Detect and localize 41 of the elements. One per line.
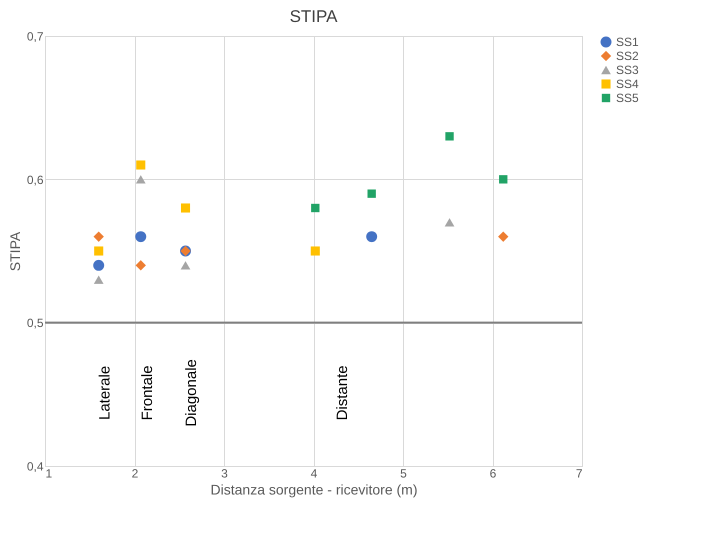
point [136, 175, 146, 184]
point [180, 203, 190, 213]
annotation: Laterale [96, 366, 114, 420]
y-tick-label: 0,7 [26, 30, 44, 44]
point [136, 260, 146, 271]
point [367, 189, 376, 198]
x-tick-label: 7 [576, 466, 583, 480]
point [445, 132, 454, 141]
point [136, 160, 146, 170]
point [366, 231, 378, 242]
point [499, 175, 508, 184]
point [180, 261, 190, 270]
point [310, 246, 320, 256]
point [135, 231, 146, 242]
x-tick-label: 6 [490, 466, 497, 480]
legend-label: SS1 [616, 35, 640, 49]
x-tick-label: 4 [310, 466, 318, 480]
point [94, 246, 104, 256]
legend-label: SS2 [616, 49, 640, 63]
chart-title: STIPA [290, 7, 338, 26]
annotation: Frontale [139, 365, 156, 420]
point [94, 275, 104, 284]
legend-label: SS5 [616, 91, 640, 105]
annotation: Distante [334, 365, 351, 420]
y-tick-label: 0,4 [26, 460, 44, 474]
annotation: Diagonale [183, 359, 200, 427]
x-tick-label: 2 [132, 466, 139, 480]
x-tick-label: 5 [400, 466, 408, 480]
legend-label: SS3 [616, 63, 640, 77]
y-axis-title: STIPA [6, 231, 23, 272]
legend-label: SS4 [616, 77, 640, 91]
y-tick-label: 0,5 [26, 316, 44, 330]
x-tick-label: 3 [221, 466, 228, 480]
point [94, 231, 104, 242]
y-tick-label: 0,6 [26, 172, 44, 187]
point [444, 218, 454, 227]
x-tick-label: 1 [46, 466, 52, 480]
x-axis-title: Distanza sorgente - ricevitore (m) [210, 482, 418, 498]
point [498, 231, 508, 242]
point [93, 260, 104, 271]
point [311, 204, 320, 212]
